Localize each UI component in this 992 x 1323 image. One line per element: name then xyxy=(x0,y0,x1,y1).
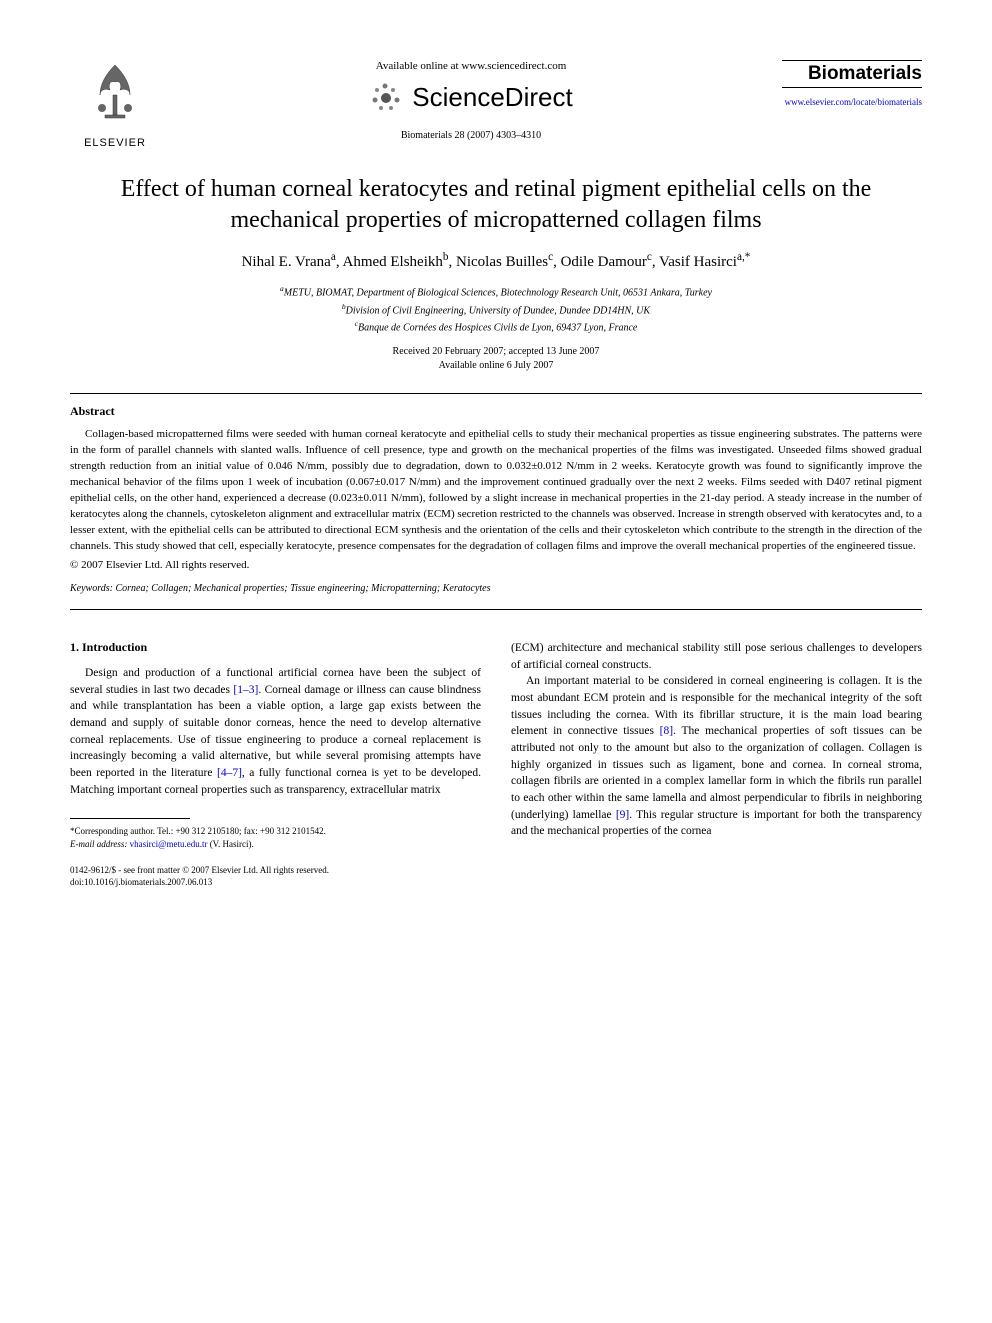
divider xyxy=(70,609,922,610)
journal-reference: Biomaterials 28 (2007) 4303–4310 xyxy=(160,130,782,141)
biomaterials-url-link[interactable]: www.elsevier.com/locate/biomaterials xyxy=(785,97,922,107)
ref-link-4-7[interactable]: [4–7] xyxy=(217,767,242,779)
biomaterials-logo-block: Biomaterials www.elsevier.com/locate/bio… xyxy=(782,60,922,110)
email-link[interactable]: vhasirci@metu.edu.tr xyxy=(130,839,208,849)
body-columns: 1. Introduction Design and production of… xyxy=(70,640,922,889)
center-header: Available online at www.sciencedirect.co… xyxy=(160,60,782,141)
intro-paragraph-1-cont: (ECM) architecture and mechanical stabil… xyxy=(511,640,922,673)
abstract-heading: Abstract xyxy=(70,404,922,419)
elsevier-label: ELSEVIER xyxy=(70,137,160,149)
intro-paragraph-1: Design and production of a functional ar… xyxy=(70,665,481,798)
abstract-text: Collagen-based micropatterned films were… xyxy=(70,427,922,555)
corresponding-tel-fax: *Corresponding author. Tel.: +90 312 210… xyxy=(70,825,481,838)
affiliation-c: cBanque de Cornées des Hospices Civils d… xyxy=(70,318,922,335)
footer-info: 0142-9612/$ - see front matter © 2007 El… xyxy=(70,865,481,888)
affiliations: aMETU, BIOMAT, Department of Biological … xyxy=(70,283,922,335)
header-row: ELSEVIER Available online at www.science… xyxy=(70,60,922,149)
corresponding-email-line: E-mail address: vhasirci@metu.edu.tr (V.… xyxy=(70,838,481,851)
ref-link-1-3[interactable]: [1–3] xyxy=(233,684,258,696)
abstract-copyright: © 2007 Elsevier Ltd. All rights reserved… xyxy=(70,559,922,571)
sciencedirect-label: ScienceDirect xyxy=(412,82,572,113)
introduction-heading: 1. Introduction xyxy=(70,640,481,655)
issn-line: 0142-9612/$ - see front matter © 2007 El… xyxy=(70,865,481,877)
left-column: 1. Introduction Design and production of… xyxy=(70,640,481,889)
affiliation-a: aMETU, BIOMAT, Department of Biological … xyxy=(70,283,922,300)
biomaterials-title: Biomaterials xyxy=(782,60,922,88)
right-column: (ECM) architecture and mechanical stabil… xyxy=(511,640,922,889)
sciencedirect-block: ScienceDirect xyxy=(160,80,782,115)
footer-divider xyxy=(70,818,190,819)
ref-link-9[interactable]: [9] xyxy=(616,809,629,821)
elsevier-tree-icon xyxy=(80,60,150,130)
received-date: Received 20 February 2007; accepted 13 J… xyxy=(70,345,922,359)
article-title: Effect of human corneal keratocytes and … xyxy=(70,174,922,236)
elsevier-logo-block: ELSEVIER xyxy=(70,60,160,149)
ref-link-8[interactable]: [8] xyxy=(660,725,673,737)
affiliation-b: bDivision of Civil Engineering, Universi… xyxy=(70,301,922,318)
divider xyxy=(70,393,922,394)
authors-line: Nihal E. Vranaa, Ahmed Elsheikhb, Nicola… xyxy=(70,251,922,271)
intro-paragraph-2: An important material to be considered i… xyxy=(511,673,922,840)
corresponding-author: *Corresponding author. Tel.: +90 312 210… xyxy=(70,825,481,850)
available-online-text: Available online at www.sciencedirect.co… xyxy=(160,60,782,72)
sciencedirect-icon xyxy=(369,80,404,115)
keywords-line: Keywords: Cornea; Collagen; Mechanical p… xyxy=(70,583,922,594)
dates-block: Received 20 February 2007; accepted 13 J… xyxy=(70,345,922,373)
online-date: Available online 6 July 2007 xyxy=(70,359,922,373)
doi-line: doi:10.1016/j.biomaterials.2007.06.013 xyxy=(70,877,481,889)
